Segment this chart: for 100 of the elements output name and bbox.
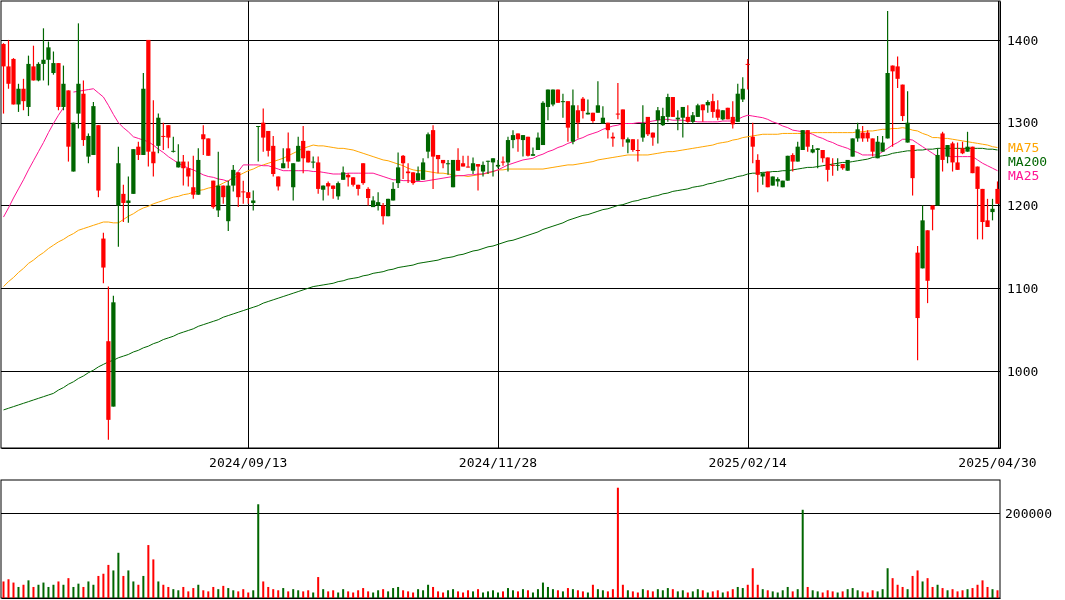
bar: [157, 581, 160, 598]
candlestick: [460, 155, 466, 168]
bar: [641, 589, 644, 598]
bar: [127, 570, 130, 598]
bar: [282, 588, 285, 598]
bar: [32, 586, 35, 598]
bar: [377, 590, 380, 598]
bar: [272, 589, 275, 598]
bar: [921, 581, 924, 598]
bar: [92, 584, 95, 598]
bar: [871, 590, 874, 598]
bar: [776, 592, 779, 598]
bar: [222, 585, 225, 598]
candlestick: [191, 155, 196, 200]
bar: [367, 591, 370, 598]
bar: [37, 584, 40, 598]
bar: [911, 575, 914, 598]
bar: [387, 591, 390, 598]
bar: [262, 581, 265, 598]
bar: [716, 590, 719, 598]
bar: [786, 586, 789, 598]
bar: [616, 487, 619, 598]
bar: [801, 509, 804, 598]
candlestick: [301, 125, 306, 174]
bar: [926, 578, 929, 598]
candlestick: [425, 132, 431, 159]
bar: [417, 589, 420, 598]
y-tick-label: 1200: [1007, 198, 1039, 214]
candlestick: [231, 164, 236, 192]
candlestick: [530, 146, 536, 157]
text: 200000: [1005, 506, 1052, 522]
bar: [766, 590, 769, 598]
x-tick-label: 2025/04/30: [958, 455, 1037, 471]
series-label: MA200: [1008, 154, 1048, 170]
bar: [636, 592, 639, 598]
candlestick: [665, 93, 670, 123]
bar: [97, 575, 100, 598]
bar: [846, 589, 849, 598]
bar: [721, 592, 724, 598]
bar: [831, 591, 834, 598]
bar: [132, 581, 135, 598]
bar: [252, 590, 255, 598]
bar: [706, 592, 709, 598]
bar: [881, 589, 884, 598]
bar: [12, 582, 15, 598]
bar: [52, 584, 55, 598]
candlestick: [600, 105, 606, 125]
bar: [407, 591, 410, 598]
candlestick: [21, 78, 26, 111]
bar: [966, 589, 969, 598]
y-tick-label: 1100: [1007, 280, 1039, 296]
bar: [297, 590, 300, 598]
bar: [162, 584, 165, 598]
candlestick: [595, 80, 601, 114]
bar: [596, 589, 599, 598]
candlestick: [955, 141, 960, 171]
bar: [551, 589, 554, 598]
bar: [621, 584, 624, 598]
bar: [841, 591, 844, 598]
y-tick-label: 1400: [1007, 32, 1039, 48]
bar: [197, 584, 200, 598]
candlestick: [680, 106, 685, 139]
candlestick: [16, 83, 21, 113]
candlestick: [625, 136, 630, 154]
bar: [292, 589, 295, 598]
candlestick: [850, 137, 855, 158]
bar: [821, 592, 824, 598]
bar: [502, 591, 504, 598]
candlestick: [470, 156, 476, 175]
bar: [896, 584, 899, 598]
bar: [651, 591, 654, 598]
candlestick: [46, 40, 51, 87]
bar: [382, 589, 385, 598]
bar: [112, 570, 115, 598]
bar: [347, 591, 350, 598]
candlestick: [51, 50, 56, 76]
bar: [327, 591, 330, 598]
bar: [2, 581, 5, 598]
bar: [606, 591, 609, 598]
bar: [142, 575, 145, 598]
bar: [836, 592, 839, 598]
bar: [526, 590, 529, 598]
bar: [741, 588, 744, 598]
bar: [77, 583, 80, 598]
candlestick: [151, 99, 156, 178]
bar: [437, 591, 440, 598]
bar: [736, 586, 739, 598]
candlestick: [510, 129, 516, 149]
bar: [237, 591, 240, 598]
bar: [586, 592, 589, 598]
bar: [856, 590, 859, 598]
bar: [771, 591, 774, 598]
candlestick: [136, 141, 141, 161]
bar: [661, 590, 664, 598]
bar: [646, 590, 649, 598]
bar: [422, 590, 425, 598]
bar: [601, 590, 604, 598]
bar: [941, 588, 944, 598]
bar: [432, 586, 435, 598]
bar: [796, 589, 799, 598]
